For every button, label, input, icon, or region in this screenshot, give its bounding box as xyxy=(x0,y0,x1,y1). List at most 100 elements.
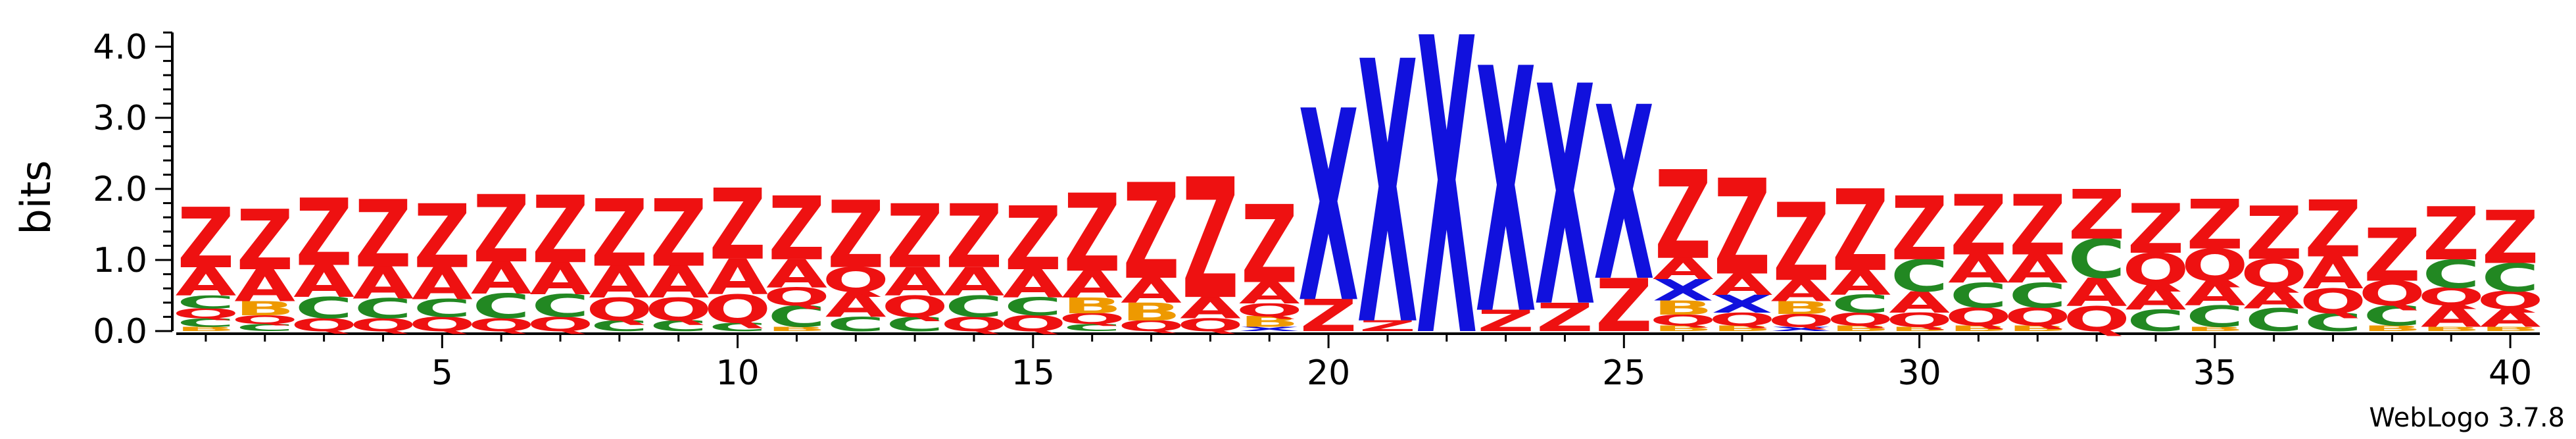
glyph-C: C xyxy=(2068,228,2126,291)
y-axis: 0.0 1.0 2.0 3.0 4.0 xyxy=(93,28,174,351)
glyph-Q: Q xyxy=(291,315,358,335)
glyph-A: A xyxy=(2007,247,2068,292)
glyph-Q: Q xyxy=(527,313,594,336)
glyph-Q: Q xyxy=(172,306,239,322)
x-tick-label: 20 xyxy=(1307,353,1350,393)
glyph-A: A xyxy=(412,259,473,310)
glyph-A: A xyxy=(589,257,650,308)
glyph-A: A xyxy=(293,256,354,307)
logo-column: ZX xyxy=(1357,0,1418,406)
glyph-X: X xyxy=(1357,0,1418,406)
glyph-Z: Z xyxy=(1359,318,1416,335)
x-tick-label: 30 xyxy=(1897,353,1941,393)
glyph-Z: Z xyxy=(591,180,648,288)
glyph-Q: Q xyxy=(1827,309,1894,330)
logo-column: ZX xyxy=(1475,0,1536,390)
glyph-A: A xyxy=(707,249,768,305)
glyph-Q: Q xyxy=(2358,274,2425,314)
glyph-Z: Z xyxy=(1655,145,1712,287)
glyph-C: C xyxy=(767,300,825,334)
glyph-C: C xyxy=(886,313,944,336)
glyph-X: X xyxy=(1534,24,1595,375)
glyph-C: C xyxy=(709,321,767,334)
glyph-A: A xyxy=(471,253,532,304)
logo-column: ZX xyxy=(1298,55,1359,361)
glyph-A: A xyxy=(2184,274,2245,314)
glyph-A: A xyxy=(885,260,946,305)
glyph-A: A xyxy=(176,260,237,305)
glyph-C: C xyxy=(177,292,235,313)
logo-column: QAZ xyxy=(1177,144,1244,336)
glyph-C: C xyxy=(1832,290,1889,319)
y-tick-label: 0.0 xyxy=(93,312,147,351)
x-axis: 5 10 15 20 25 30 35 40 xyxy=(176,332,2540,393)
glyph-Q: Q xyxy=(1649,312,1716,329)
glyph-Z: Z xyxy=(1595,264,1653,349)
glyph-C: C xyxy=(413,294,471,323)
glyph-A: A xyxy=(1771,274,1832,309)
glyph-Q: Q xyxy=(2241,251,2308,297)
glyph-B: B xyxy=(1712,324,1772,333)
glyph-Q: Q xyxy=(468,315,535,335)
glyph-Z: Z xyxy=(414,186,471,288)
glyph-C: C xyxy=(2127,304,2185,338)
glyph-Z: Z xyxy=(768,178,825,280)
glyph-Q: Q xyxy=(2181,240,2248,291)
y-tick-label: 4.0 xyxy=(93,28,147,67)
glyph-Z: Z xyxy=(532,176,589,284)
glyph-Q: Q xyxy=(1236,300,1303,321)
glyph-C: C xyxy=(591,318,648,335)
glyph-X: X xyxy=(1475,0,1536,390)
glyph-B: B xyxy=(1889,326,1949,332)
glyph-A: A xyxy=(1889,286,1950,320)
x-tick-label: 40 xyxy=(2489,353,2532,393)
x-tick-label: 5 xyxy=(431,353,453,393)
glyph-Q: Q xyxy=(586,292,653,328)
y-tick-label: 3.0 xyxy=(93,99,147,138)
glyph-C: C xyxy=(295,292,353,326)
glyph-A: A xyxy=(1948,247,2009,292)
glyph-A: A xyxy=(1653,252,1714,286)
glyph-C: C xyxy=(2304,309,2362,337)
glyph-B: B xyxy=(235,297,295,321)
glyph-C: C xyxy=(2008,276,2066,316)
glyph-Z: Z xyxy=(2186,186,2243,265)
glyph-C: C xyxy=(945,290,1003,324)
glyph-Z: Z xyxy=(709,168,766,282)
glyph-C: C xyxy=(531,288,589,324)
glyph-Z: Z xyxy=(2364,213,2421,298)
glyph-C: C xyxy=(827,313,885,336)
glyph-Q: Q xyxy=(2004,303,2071,331)
glyph-C: C xyxy=(2481,255,2539,301)
glyph-Z: Z xyxy=(650,180,707,288)
glyph-Q: Q xyxy=(2063,299,2130,340)
x-tick-label: 35 xyxy=(2193,353,2237,393)
glyph-A: A xyxy=(1002,262,1063,307)
glyph-X: X xyxy=(1593,56,1654,334)
glyph-Q: Q xyxy=(1177,315,1244,335)
logo-column: ZX xyxy=(1593,56,1654,349)
glyph-Z: Z xyxy=(295,179,352,287)
glyph-Z: Z xyxy=(946,186,1003,288)
